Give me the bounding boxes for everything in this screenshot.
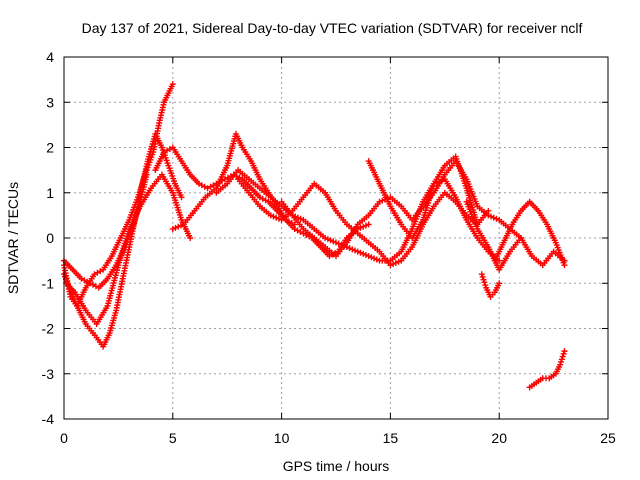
- data-point: [365, 253, 372, 260]
- data-point: [333, 239, 339, 246]
- data-point: [387, 262, 394, 269]
- data-point: [169, 225, 176, 232]
- data-point: [270, 213, 277, 220]
- data-point: [175, 223, 182, 230]
- data-point: [478, 271, 485, 278]
- y-tick-label: -3: [42, 366, 55, 382]
- series-track-c: [63, 171, 194, 327]
- data-point: [481, 279, 488, 286]
- data-point: [360, 250, 367, 257]
- series-track-d: [61, 171, 150, 291]
- data-point: [143, 171, 150, 178]
- series-track-m: [478, 271, 503, 300]
- data-point: [490, 214, 497, 221]
- x-tick-label: 25: [600, 430, 616, 446]
- data-point: [561, 262, 568, 269]
- grid-lines: [64, 57, 608, 419]
- data-point: [480, 276, 487, 283]
- x-tick-label: 20: [491, 430, 507, 446]
- series-track-j: [365, 153, 481, 241]
- series-track-b: [61, 130, 185, 350]
- data-point: [357, 249, 364, 256]
- data-point: [352, 247, 359, 254]
- data-point: [365, 221, 372, 228]
- data-point: [357, 224, 364, 231]
- data-point: [561, 348, 568, 355]
- data-point: [488, 213, 495, 220]
- plot-frame: [63, 56, 609, 420]
- x-tick-labels: 0 5 10 15 20 25: [60, 430, 616, 446]
- data-point: [482, 282, 489, 289]
- y-tick-label: -1: [42, 275, 55, 291]
- series-track-g: [213, 167, 503, 264]
- data-point: [360, 223, 367, 230]
- y-tick-label: 2: [46, 140, 54, 156]
- x-tick-label: 0: [60, 430, 68, 446]
- data-point: [273, 214, 280, 221]
- x-axis-label: GPS time / hours: [283, 458, 390, 474]
- data-point: [392, 259, 399, 266]
- data-point: [368, 254, 375, 261]
- data-point: [346, 245, 353, 252]
- y-tick-label: -4: [42, 411, 55, 427]
- data-point: [558, 356, 565, 363]
- y-tick-label: 3: [46, 94, 54, 110]
- data-point: [496, 280, 503, 287]
- y-tick-label: 0: [46, 230, 54, 246]
- data-point: [560, 350, 567, 357]
- y-axis-label: SDTVAR / TECUs: [5, 182, 21, 294]
- data-point: [557, 361, 564, 368]
- data-point: [172, 224, 179, 231]
- data-point: [479, 273, 486, 280]
- series-track-n: [526, 348, 568, 391]
- data-point: [354, 248, 361, 255]
- data-point: [371, 255, 378, 262]
- y-tick-label: 1: [46, 185, 54, 201]
- data-points: [61, 81, 568, 391]
- data-point: [559, 353, 566, 360]
- data-point: [349, 246, 356, 253]
- data-point: [362, 251, 369, 258]
- data-point: [390, 261, 397, 268]
- y-tick-labels: 4 3 2 1 0 -1 -2 -3 -4: [42, 49, 55, 427]
- data-point: [187, 235, 194, 241]
- data-point: [376, 198, 383, 205]
- data-point: [557, 358, 564, 365]
- data-point: [341, 242, 348, 249]
- series-track-l: [491, 198, 568, 269]
- data-point: [324, 236, 331, 243]
- data-point: [330, 238, 337, 245]
- data-point: [169, 81, 176, 88]
- x-tick-label: 15: [383, 430, 399, 446]
- data-point: [322, 235, 329, 241]
- y-tick-label: -2: [42, 321, 55, 337]
- data-point: [297, 215, 304, 222]
- data-point: [177, 222, 184, 229]
- x-tick-label: 10: [274, 430, 290, 446]
- x-tick-label: 5: [169, 430, 177, 446]
- chart-title: Day 137 of 2021, Sidereal Day-to-day VTE…: [82, 20, 583, 36]
- data-point: [362, 222, 369, 229]
- data-point: [373, 256, 380, 263]
- data-point: [335, 240, 342, 247]
- data-point: [485, 212, 492, 219]
- data-point: [379, 197, 386, 204]
- data-point: [493, 215, 500, 222]
- data-point: [395, 258, 402, 265]
- data-point: [327, 237, 334, 244]
- y-tick-label: 4: [46, 49, 54, 65]
- data-point: [292, 213, 299, 220]
- data-point: [267, 212, 274, 219]
- data-point: [178, 194, 185, 201]
